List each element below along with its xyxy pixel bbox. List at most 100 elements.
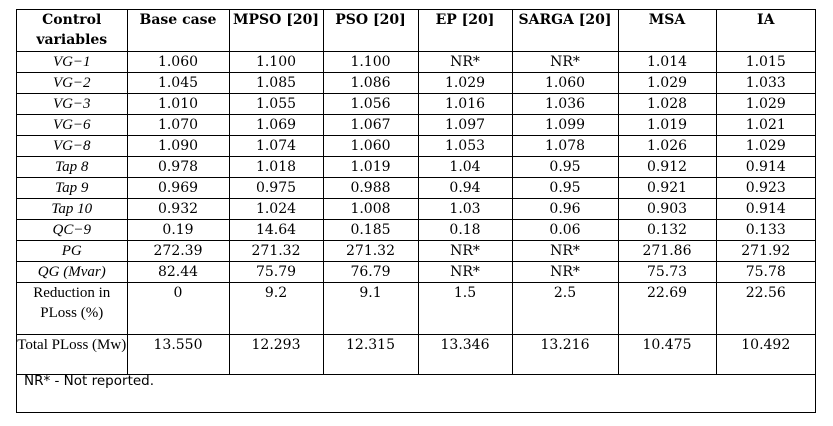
table-cell: 1.014 xyxy=(617,50,717,73)
table-cell: 9.1 xyxy=(322,281,419,335)
table-cell: 1.060 xyxy=(322,134,419,157)
row-label: VG−2 xyxy=(17,71,128,94)
table-cell: NR* xyxy=(417,50,513,73)
table-row: VG−1 1.060 1.100 1.100 NR* NR* 1.014 1.015 xyxy=(17,50,815,73)
table-cell: NR* xyxy=(511,239,619,262)
table-cell: 0.06 xyxy=(511,218,619,241)
row-label: VG−6 xyxy=(17,113,128,136)
table-cell: 1.060 xyxy=(126,50,230,73)
table-cell: 1.055 xyxy=(228,92,324,115)
table-cell: 1.045 xyxy=(126,71,230,94)
table-cell: 75.79 xyxy=(228,260,324,283)
table-row: Tap 8 0.978 1.018 1.019 1.04 0.95 0.912 0.914 xyxy=(17,155,815,178)
table-cell: 1.097 xyxy=(417,113,513,136)
table-cell: 0.921 xyxy=(617,176,717,199)
table-cell: 1.086 xyxy=(322,71,419,94)
table-cell: 14.64 xyxy=(228,218,324,241)
table-cell: 1.021 xyxy=(715,113,815,136)
table-cell: 1.053 xyxy=(417,134,513,157)
table-row: Total PLoss (Mw) 13.550 12.293 12.315 13.346… xyxy=(17,333,815,375)
table-cell: 0.18 xyxy=(417,218,513,241)
row-label: QG (Mvar) xyxy=(17,260,128,283)
table-cell: 1.028 xyxy=(617,92,717,115)
table-cell: 1.016 xyxy=(417,92,513,115)
control-variables-table: Control variables Base case MPSO [20] PS… xyxy=(17,10,815,375)
row-label: VG−8 xyxy=(17,134,128,157)
results-table-frame: Control variables Base case MPSO [20] PS… xyxy=(16,9,816,413)
table-cell: 22.56 xyxy=(715,281,815,335)
table-cell: 1.100 xyxy=(322,50,419,73)
table-cell: 0.185 xyxy=(322,218,419,241)
table-row: QG (Mvar) 82.44 75.79 76.79 NR* NR* 75.73 75.78 xyxy=(17,260,815,283)
table-cell: 1.029 xyxy=(417,71,513,94)
table-cell: NR* xyxy=(511,260,619,283)
table-row: VG−3 1.010 1.055 1.056 1.016 1.036 1.028 1.029 xyxy=(17,92,815,115)
header-ep: EP [20] xyxy=(417,10,513,52)
table-cell: 271.92 xyxy=(715,239,815,262)
table-cell: 0.94 xyxy=(417,176,513,199)
table-cell: 1.029 xyxy=(715,92,815,115)
table-cell: 1.085 xyxy=(228,71,324,94)
table-cell: 272.39 xyxy=(126,239,230,262)
table-cell: 0.975 xyxy=(228,176,324,199)
table-cell: 13.346 xyxy=(417,333,513,375)
table-body: VG−1 1.060 1.100 1.100 NR* NR* 1.014 1.015 VG−2 1… xyxy=(17,50,815,375)
table-cell: 271.86 xyxy=(617,239,717,262)
table-cell: 1.090 xyxy=(126,134,230,157)
table-cell: 1.074 xyxy=(228,134,324,157)
table-cell: 76.79 xyxy=(322,260,419,283)
table-row: QC−9 0.19 14.64 0.185 0.18 0.06 0.132 0.133 xyxy=(17,218,815,241)
header-ia: IA xyxy=(715,10,815,52)
table-cell: 22.69 xyxy=(617,281,717,335)
table-cell: 75.78 xyxy=(715,260,815,283)
table-cell: 13.550 xyxy=(126,333,230,375)
table-row: PG 272.39 271.32 271.32 NR* NR* 271.86 271.92 xyxy=(17,239,815,262)
table-cell: 9.2 xyxy=(228,281,324,335)
table-cell: 1.04 xyxy=(417,155,513,178)
row-label: VG−3 xyxy=(17,92,128,115)
row-label: VG−1 xyxy=(17,50,128,73)
table-cell: 1.036 xyxy=(511,92,619,115)
header-pso: PSO [20] xyxy=(322,10,419,52)
table-cell: 1.024 xyxy=(228,197,324,220)
table-cell: 13.216 xyxy=(511,333,619,375)
row-label: PG xyxy=(17,239,128,262)
table-cell: 1.019 xyxy=(617,113,717,136)
table-cell: 0.923 xyxy=(715,176,815,199)
table-cell: 1.078 xyxy=(511,134,619,157)
table-cell: 1.029 xyxy=(617,71,717,94)
table-cell: 1.069 xyxy=(228,113,324,136)
row-label: Reduction in PLoss (%) xyxy=(17,281,128,335)
table-cell: 1.008 xyxy=(322,197,419,220)
table-cell: 12.293 xyxy=(228,333,324,375)
table-cell: 0.903 xyxy=(617,197,717,220)
table-cell: 0.914 xyxy=(715,155,815,178)
table-cell: 1.03 xyxy=(417,197,513,220)
table-cell: 10.492 xyxy=(715,333,815,375)
table-row: Reduction in PLoss (%) 0 9.2 9.1 1.5 2.5 22.69… xyxy=(17,281,815,335)
table-cell: 0.912 xyxy=(617,155,717,178)
table-cell: 0.132 xyxy=(617,218,717,241)
table-cell: 10.475 xyxy=(617,333,717,375)
table-cell: 271.32 xyxy=(228,239,324,262)
row-label: Tap 8 xyxy=(17,155,128,178)
table-cell: 2.5 xyxy=(511,281,619,335)
table-cell: 0.932 xyxy=(126,197,230,220)
table-row: Tap 9 0.969 0.975 0.988 0.94 0.95 0.921 0.923 xyxy=(17,176,815,199)
header-row: Control variables Base case MPSO [20] PS… xyxy=(17,10,815,52)
header-mpso: MPSO [20] xyxy=(228,10,324,52)
table-cell: 1.056 xyxy=(322,92,419,115)
table-cell: 271.32 xyxy=(322,239,419,262)
table-cell: 75.73 xyxy=(617,260,717,283)
table-cell: 0.988 xyxy=(322,176,419,199)
table-row: VG−6 1.070 1.069 1.067 1.097 1.099 1.019 1.021 xyxy=(17,113,815,136)
table-cell: 0.95 xyxy=(511,176,619,199)
table-cell: 1.060 xyxy=(511,71,619,94)
table-row: Tap 10 0.932 1.024 1.008 1.03 0.96 0.903 0.914 xyxy=(17,197,815,220)
table-cell: 1.100 xyxy=(228,50,324,73)
table-cell: NR* xyxy=(417,260,513,283)
table-cell: 0.133 xyxy=(715,218,815,241)
table-cell: 82.44 xyxy=(126,260,230,283)
table-cell: 0.96 xyxy=(511,197,619,220)
header-control-variables: Control variables xyxy=(17,10,128,52)
